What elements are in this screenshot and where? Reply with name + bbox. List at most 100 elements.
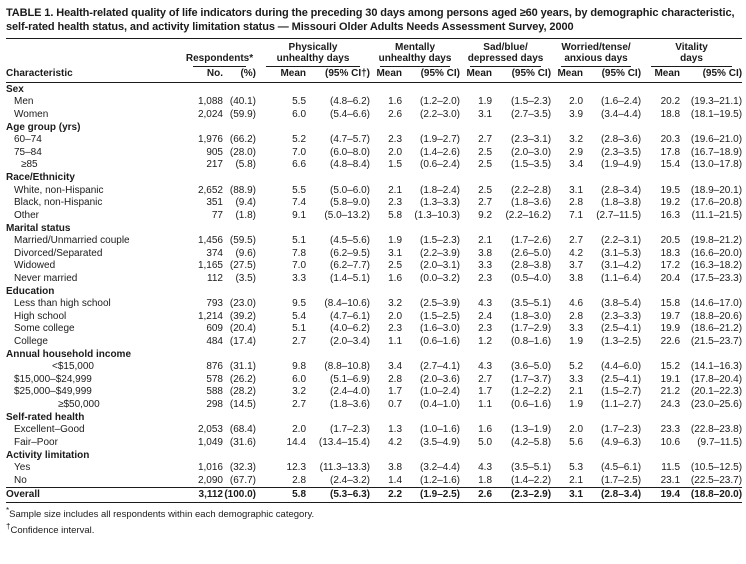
value-cell: 5.4 xyxy=(292,310,307,322)
value-cell: 5.6 xyxy=(569,436,584,448)
ci-column-header: (95% CI†) xyxy=(306,67,371,83)
section-header-label: Age group (yrs) xyxy=(6,121,81,133)
ci-cell: (1.7–2.3) xyxy=(329,424,371,435)
ci-cell: (1.6–2.4) xyxy=(601,96,642,107)
group-header-physically-unhealthy: Physically unhealthy days xyxy=(256,39,370,67)
value-cell: 20.4 xyxy=(660,272,681,284)
value-cell: 20.5 xyxy=(660,235,681,246)
ci-cell: (3.5–5.1) xyxy=(511,462,552,473)
ci-cell: (1.9–2.7) xyxy=(419,134,461,145)
section-header-row: Education xyxy=(6,285,742,298)
ci-cell: (1.7–3.7) xyxy=(511,373,552,385)
row-label: Married/Unmarried couple xyxy=(14,235,130,246)
value-cell: 3.3 xyxy=(478,260,493,271)
ci-cell: (10.5–12.5) xyxy=(690,462,743,473)
ci-cell: (16.6–20.0) xyxy=(690,247,743,259)
section-header-label: Marital status xyxy=(6,222,71,234)
ci-cell: (27.5) xyxy=(229,260,257,271)
row-label: Less than high school xyxy=(14,298,111,309)
ci-cell: (2.0–3.1) xyxy=(419,260,461,271)
value-cell: 12.3 xyxy=(286,462,307,473)
value-cell: 2.3 xyxy=(388,323,403,334)
value-cell: 2.0 xyxy=(292,424,307,435)
value-cell: 17.8 xyxy=(660,146,681,158)
ci-cell: (8.4–10.6) xyxy=(324,298,371,309)
section-header-label: Annual household income xyxy=(6,348,132,360)
group-label: Physically unhealthy days xyxy=(276,42,350,64)
value-cell: 2.1 xyxy=(569,474,584,486)
value-cell: 1,214 xyxy=(197,310,223,322)
ci-cell: (16.3–18.2) xyxy=(690,260,743,271)
value-cell: 9.2 xyxy=(478,209,493,221)
ci-cell: (2.3–3.5) xyxy=(601,146,642,158)
value-cell: 5.3 xyxy=(569,462,584,473)
ci-cell: (88.9) xyxy=(229,184,257,196)
characteristic-column-header: Characteristic xyxy=(6,67,183,83)
ci-cell: (9.4) xyxy=(235,197,257,208)
ci-cell: (1.5–2.3) xyxy=(419,235,461,246)
ci-cell: (26.2) xyxy=(229,373,257,385)
ci-cell: (1.3–3.3) xyxy=(419,197,461,208)
ci-cell: (19.6–21.0) xyxy=(690,134,743,145)
value-cell: 19.4 xyxy=(641,487,681,503)
value-cell: 2.1 xyxy=(388,184,403,196)
ci-cell: (18.8–20.6) xyxy=(690,310,743,322)
value-cell: 3.3 xyxy=(569,373,584,385)
ci-column-header: (95% CI) xyxy=(680,67,743,83)
ci-cell: (1.7–2.5) xyxy=(601,474,642,486)
ci-cell: (2.5–4.1) xyxy=(601,323,642,334)
ci-cell: (1.0–1.6) xyxy=(419,424,461,435)
value-cell: 2.1 xyxy=(478,235,493,246)
value-cell: 1.3 xyxy=(388,424,403,435)
table-row: Never married 112 (3.5) 3.3 (1.4–5.1) 1.6 (0.0… xyxy=(6,273,742,286)
value-cell: 2.0 xyxy=(569,96,584,107)
ci-cell: (3.4–4.4) xyxy=(601,108,642,120)
footnote-confidence-interval: †Confidence interval. xyxy=(6,521,742,537)
value-cell: 3.4 xyxy=(388,361,403,372)
mean-column-header: Mean xyxy=(641,67,681,83)
value-cell: 1.7 xyxy=(478,386,493,397)
ci-cell: (31.6) xyxy=(229,436,257,448)
row-label: 60–74 xyxy=(14,134,42,145)
row-label: <$15,000 xyxy=(52,361,94,372)
table-row: $25,000–$49,999 588 (28.2) 3.2 (2.4–4.0) 1.7 (… xyxy=(6,386,742,399)
value-cell: 4.6 xyxy=(569,298,584,309)
value-cell: 3.1 xyxy=(478,108,493,120)
mean-column-header: Mean xyxy=(256,67,307,83)
table-head: Respondents* Physically unhealthy days M… xyxy=(6,39,743,83)
ci-cell: (13.4–15.4) xyxy=(318,436,371,448)
value-cell: 1.6 xyxy=(388,96,403,107)
ci-cell: (1.6–3.0) xyxy=(419,323,461,334)
ci-cell: (5.3–6.3) xyxy=(306,487,371,503)
ci-cell: (2.2–2.8) xyxy=(511,184,552,196)
value-cell: 0.7 xyxy=(388,398,403,410)
ci-cell: (19.8–21.2) xyxy=(690,235,743,246)
ci-cell: (2.3–3.3) xyxy=(601,310,642,322)
ci-cell: (22.8–23.8) xyxy=(690,424,743,435)
value-cell: 3.8 xyxy=(478,247,493,259)
ci-cell: (23.0) xyxy=(229,298,257,309)
table-row: Married/Unmarried couple 1,456 (59.5) 5.1 (4… xyxy=(6,235,742,248)
ci-cell: (0.5–4.0) xyxy=(511,272,552,284)
ci-cell: (1.9–2.5) xyxy=(402,487,461,503)
footnote-marker: * xyxy=(6,506,10,515)
ci-column-header: (95% CI) xyxy=(583,67,642,83)
value-cell: 19.7 xyxy=(660,310,681,322)
value-cell: 1,165 xyxy=(197,260,223,271)
ci-cell: (17.4) xyxy=(229,335,257,347)
ci-cell: (3.5) xyxy=(235,272,257,284)
value-cell: 2,053 xyxy=(197,424,223,435)
ci-cell: (1.4–2.2) xyxy=(511,474,552,486)
ci-cell: (1.3–2.5) xyxy=(601,335,642,347)
ci-cell: (11.3–13.3) xyxy=(319,462,371,473)
ci-cell: (5.8) xyxy=(235,159,257,170)
value-cell: 2.7 xyxy=(478,373,493,385)
ci-cell: (1.2–1.6) xyxy=(419,474,461,486)
ci-cell: (0.8–1.6) xyxy=(511,335,552,347)
value-cell: 2.3 xyxy=(388,134,403,145)
section-header-row: Race/Ethnicity xyxy=(6,172,742,185)
value-cell: 4.2 xyxy=(388,436,403,448)
ci-cell: (1.2–2.0) xyxy=(419,96,461,107)
characteristic-group-spacer xyxy=(6,39,183,67)
value-cell: 3.8 xyxy=(569,272,584,284)
